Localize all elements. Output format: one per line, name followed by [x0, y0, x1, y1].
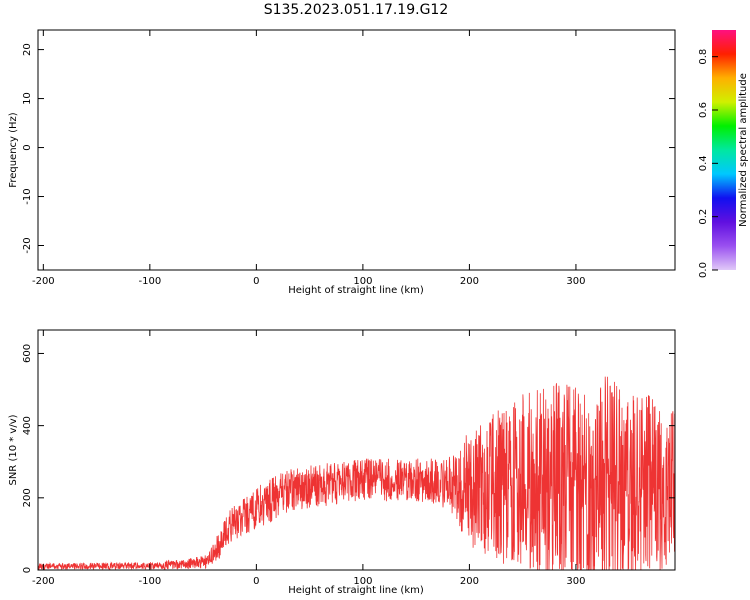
figure-title: S135.2023.051.17.19.G12	[264, 2, 449, 18]
heatmap-plot-area	[38, 30, 675, 270]
